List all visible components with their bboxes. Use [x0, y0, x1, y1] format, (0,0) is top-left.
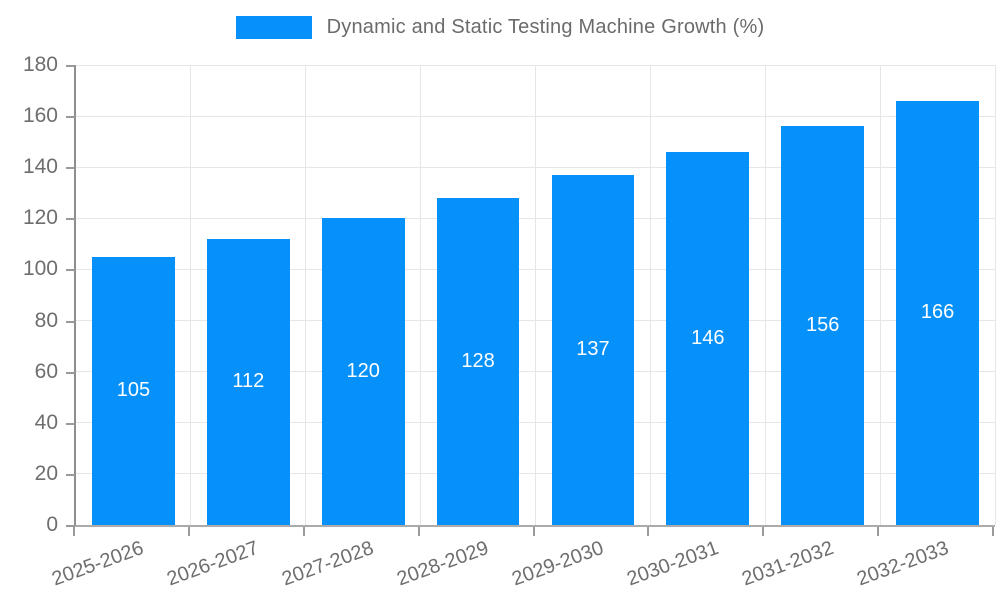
x-gridline [190, 65, 192, 525]
bar-value-label: 105 [116, 379, 151, 402]
x-tick-mark [187, 527, 190, 536]
y-tick-mark [66, 371, 75, 374]
x-gridline [764, 65, 766, 525]
y-tick-mark [66, 269, 75, 272]
x-gridline [420, 65, 422, 525]
y-tick-mark [66, 525, 75, 527]
legend-swatch [235, 16, 312, 39]
bar: 120 [321, 218, 405, 525]
y-tick-label: 160 [22, 104, 58, 128]
y-tick-mark [66, 218, 75, 221]
y-tick-label: 80 [34, 308, 58, 332]
bar-value-label: 146 [691, 326, 725, 349]
x-gridline [535, 65, 536, 525]
y-tick-mark [66, 65, 75, 67]
y-tick-mark [66, 473, 75, 476]
bar: 128 [436, 197, 520, 525]
x-gridline [305, 65, 307, 525]
y-tick-label: 120 [22, 206, 58, 230]
bar: 146 [666, 151, 750, 525]
bar: 105 [92, 256, 175, 525]
y-tick-mark [66, 167, 75, 170]
y-tick-label: 60 [34, 359, 58, 383]
y-tick-mark [66, 422, 75, 425]
bar: 166 [896, 100, 979, 525]
chart-legend: Dynamic and Static Testing Machine Growt… [0, 16, 1000, 39]
bar-value-label: 112 [232, 370, 265, 393]
x-gridline [879, 65, 881, 525]
bar: 156 [781, 126, 865, 525]
y-tick-mark [66, 320, 75, 323]
x-tick-mark [877, 527, 880, 536]
bar-value-label: 156 [805, 314, 840, 337]
bar-value-label: 120 [346, 360, 380, 383]
x-tick-mark [992, 527, 994, 536]
x-tick-mark [647, 527, 650, 536]
x-tick-mark [532, 527, 535, 536]
y-tick-label: 140 [22, 155, 58, 179]
x-tick-mark [73, 527, 75, 536]
x-tick-mark [417, 527, 420, 536]
y-tick-mark [66, 116, 75, 119]
y-tick-label: 0 [46, 513, 58, 536]
y-tick-label: 40 [34, 410, 58, 434]
bar: 137 [551, 174, 635, 525]
y-tick-label: 100 [22, 257, 58, 281]
bar-value-label: 166 [920, 301, 955, 324]
x-tick-mark [302, 527, 305, 536]
bar: 112 [206, 238, 290, 525]
x-gridline [649, 65, 651, 525]
x-gridline [994, 65, 996, 525]
plot-area: 105 112 120 128 137 146 156 166 [74, 64, 996, 527]
y-tick-label: 20 [34, 461, 58, 485]
chart-title: Dynamic and Static Testing Machine Growt… [326, 16, 765, 38]
bar-value-label: 137 [576, 338, 610, 361]
y-tick-label: 180 [22, 53, 58, 76]
bar-value-label: 128 [461, 349, 495, 372]
x-tick-mark [762, 527, 765, 536]
